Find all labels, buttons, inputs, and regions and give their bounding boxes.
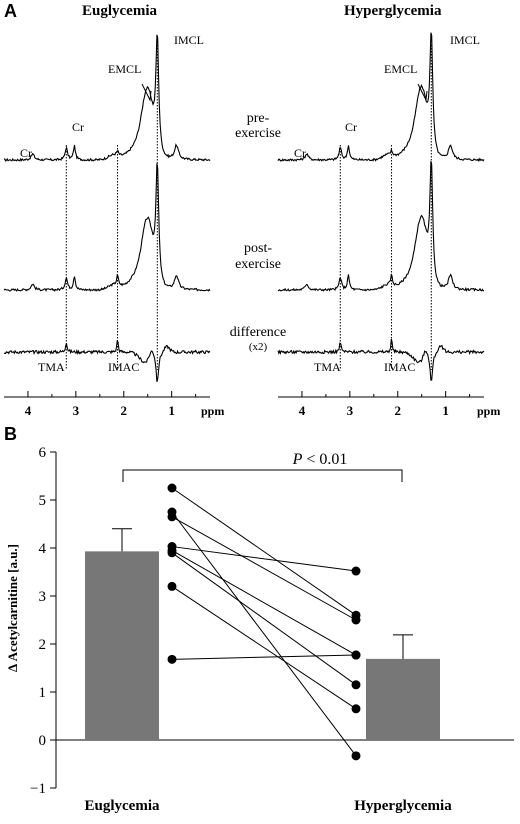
category-label-1: Hyperglycemia <box>354 798 452 814</box>
y-tick-label-5: 4 <box>39 541 47 557</box>
point-hyperglycemia-6 <box>351 704 361 714</box>
y-tick-label-7: 6 <box>39 445 47 461</box>
p-symbol: P <box>292 451 303 468</box>
ppm-tick-label-left-2: 2 <box>121 403 128 418</box>
row-label-pre-1: pre- <box>247 111 270 126</box>
ppm-unit-left: ppm <box>201 404 224 418</box>
y-tick-label-4: 3 <box>39 589 47 605</box>
cr-label-left-2: Cr <box>72 120 84 134</box>
y-tick-label-2: 1 <box>39 685 47 701</box>
p-value: < 0.01 <box>302 451 347 468</box>
y-tick-label-1: 0 <box>39 733 47 749</box>
ppm-tick-label-right-3: 1 <box>442 403 449 418</box>
imcl-label-left: IMCL <box>174 33 204 47</box>
y-tick-label-0: −1 <box>30 781 46 797</box>
ppm-tick-label-left-3: 1 <box>168 403 175 418</box>
spectra-hyperglycemia <box>277 32 485 381</box>
point-hyperglycemia-5 <box>351 680 361 690</box>
ppm-tick-label-right-2: 2 <box>395 403 402 418</box>
point-hyperglycemia-2 <box>351 615 361 625</box>
ppm-axis-euglycemia: 4 3 2 1 <box>4 391 210 418</box>
ppm-axis-hyperglycemia: 4 3 2 1 <box>278 391 484 418</box>
tma-label-right: TMA <box>314 360 341 374</box>
spectrum-diff-right <box>277 338 485 381</box>
point-euglycemia-0 <box>167 483 177 493</box>
imac-label-right: IMAC <box>384 360 415 374</box>
pair-line-7 <box>171 654 357 660</box>
pair-line-5 <box>171 552 357 686</box>
row-label-diff-1: difference <box>230 325 286 340</box>
cr-label-right-2: Cr <box>345 120 357 134</box>
point-hyperglycemia-1 <box>351 751 361 761</box>
y-axis-label: Δ Acetylcarnitine [a.u.] <box>5 544 20 672</box>
spectrum-pre-right <box>277 32 485 162</box>
point-euglycemia-5 <box>167 548 177 558</box>
pair-line-4 <box>171 549 357 656</box>
bar-hyperglycemia <box>366 658 440 740</box>
emcl-label-left: EMCL <box>108 62 141 76</box>
spectrum-post-left <box>3 163 211 292</box>
spectra-euglycemia <box>3 34 211 382</box>
ppm-unit-right: ppm <box>477 404 500 418</box>
imcl-label-right: IMCL <box>450 33 480 47</box>
cr-label-right-1: Cr <box>294 146 306 160</box>
ppm-tick-label-left-1: 3 <box>73 403 80 418</box>
panel-b-letter: B <box>4 424 17 444</box>
emcl-arrow-right <box>417 83 428 102</box>
spectrum-pre-left <box>3 34 211 162</box>
acetylcarnitine-chart: −1 0 1 2 3 4 5 6 Euglycemia Hyperglycemia <box>30 445 514 814</box>
significance-label: P < 0.01 <box>292 451 348 468</box>
y-tick-label-3: 2 <box>39 637 47 653</box>
emcl-label-right: EMCL <box>384 62 417 76</box>
point-euglycemia-2 <box>167 512 177 522</box>
row-label-diff-2: (x2) <box>249 341 268 353</box>
pair-line-2 <box>171 516 357 621</box>
row-label-pre-2: exercise <box>235 126 281 141</box>
pair-line-3 <box>171 546 357 572</box>
point-hyperglycemia-7 <box>351 650 361 660</box>
pair-line-0 <box>171 487 357 616</box>
emcl-arrow-left <box>141 83 152 102</box>
point-euglycemia-7 <box>167 654 177 664</box>
hyperglycemia-title: Hyperglycemia <box>344 3 442 19</box>
imac-label-left: IMAC <box>108 360 139 374</box>
pair-line-6 <box>171 585 357 710</box>
panel-a-letter: A <box>4 1 17 21</box>
point-hyperglycemia-3 <box>351 566 361 576</box>
row-label-post-1: post- <box>244 241 272 256</box>
spectrum-diff-left <box>3 340 211 382</box>
row-label-post-2: exercise <box>235 257 281 272</box>
cr-label-left-1: Cr <box>20 146 32 160</box>
ppm-tick-label-left-0: 4 <box>25 403 32 418</box>
ppm-tick-label-right-1: 3 <box>347 403 354 418</box>
category-label-0: Euglycemia <box>85 798 160 814</box>
spectrum-post-right <box>277 161 485 292</box>
bar-euglycemia <box>85 551 159 740</box>
euglycemia-title: Euglycemia <box>82 3 157 19</box>
significance-bracket <box>122 469 403 482</box>
pair-line-1 <box>171 511 357 757</box>
y-tick-label-6: 5 <box>39 493 47 509</box>
tma-label-left: TMA <box>38 360 65 374</box>
ppm-tick-label-right-0: 4 <box>299 403 306 418</box>
point-euglycemia-6 <box>167 581 177 591</box>
